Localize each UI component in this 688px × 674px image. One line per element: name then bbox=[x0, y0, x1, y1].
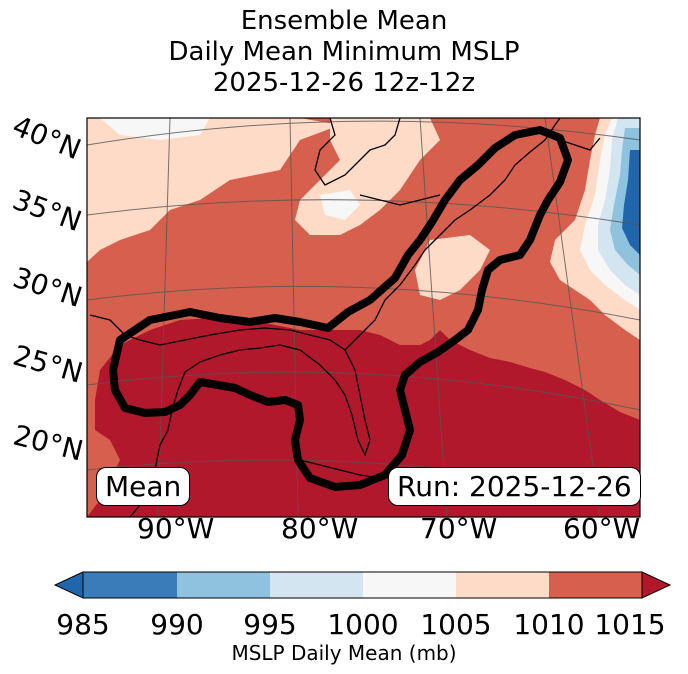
pressure-field-1005 bbox=[87, 118, 340, 262]
pressure-field-985 bbox=[622, 150, 640, 255]
chart-title: Ensemble Mean Daily Mean Minimum MSLP 20… bbox=[0, 6, 688, 99]
colorbar-segment-1010-1015 bbox=[549, 572, 642, 598]
colorbar-over-extension bbox=[641, 571, 672, 599]
run-label-box: Run: 2025-12-26 bbox=[388, 467, 641, 506]
pressure-field-1005-atlantic bbox=[415, 235, 490, 300]
colorbar-segment-995-1000 bbox=[270, 572, 363, 598]
title-line-2: Daily Mean Minimum MSLP bbox=[168, 37, 520, 67]
colorbar-tick-990: 990 bbox=[150, 608, 204, 641]
colorbar-tick-1010: 1010 bbox=[513, 608, 585, 641]
colorbar-tick-1000: 1000 bbox=[327, 608, 399, 641]
map-frame bbox=[86, 117, 641, 518]
colorbar-tick-995: 995 bbox=[243, 608, 297, 641]
mean-contour bbox=[109, 126, 572, 491]
pressure-field-1000 bbox=[100, 118, 210, 140]
colorbar-tick-985: 985 bbox=[56, 608, 110, 641]
colorbar-tick-1005: 1005 bbox=[420, 608, 492, 641]
title-line-3: 2025-12-26 12z-12z bbox=[212, 68, 476, 98]
lon-label-60w: 60°W bbox=[563, 512, 641, 545]
title-line-1: Ensemble Mean bbox=[240, 6, 448, 36]
map-area bbox=[87, 118, 640, 517]
colorbar-tick-1015: 1015 bbox=[594, 608, 666, 641]
lon-label-70w: 70°W bbox=[420, 512, 498, 545]
mean-label-box: Mean bbox=[96, 467, 191, 506]
pressure-field-1000-patch bbox=[320, 190, 360, 220]
pressure-field-1010 bbox=[87, 118, 640, 517]
colorbar-label: MSLP Daily Mean (mb) bbox=[231, 641, 457, 665]
colorbar bbox=[53, 571, 672, 599]
colorbar-segment-990-995 bbox=[177, 572, 270, 598]
colorbar-segment-1005-1010 bbox=[456, 572, 549, 598]
lon-label-80w: 80°W bbox=[281, 512, 359, 545]
colorbar-segment-1000-1005 bbox=[363, 572, 456, 598]
colorbar-segment-985-990 bbox=[83, 572, 177, 598]
colorbar-frame bbox=[82, 571, 643, 599]
colorbar-under-extension bbox=[53, 571, 84, 599]
lon-label-90w: 90°W bbox=[137, 512, 215, 545]
